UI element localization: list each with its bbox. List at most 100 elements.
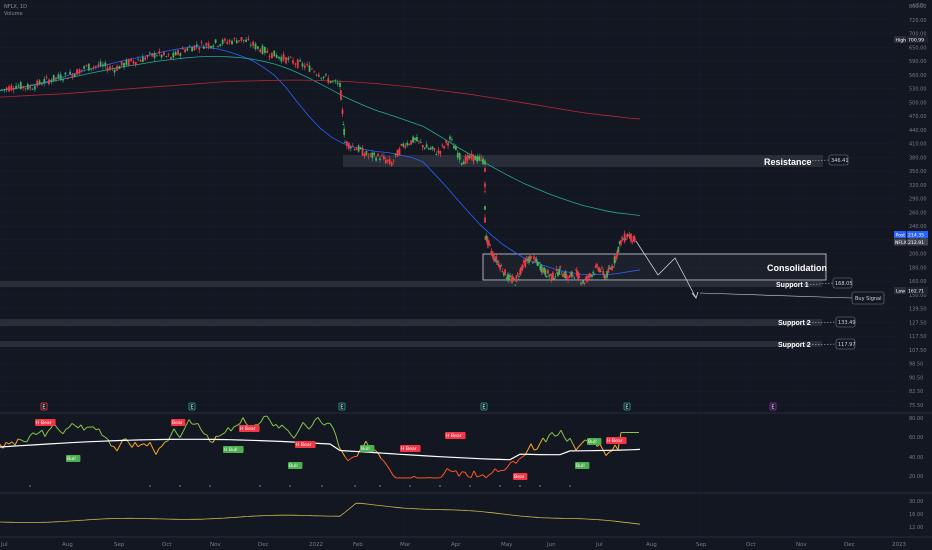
candle-body [202,46,205,49]
price-axis[interactable]: 800.00 720.00 700.00 650.00 590.00 560.00 530.… [909,4,927,409]
candle-body [443,146,446,149]
rsi-segment [29,432,34,437]
earnings-marker [480,402,488,411]
price-tick: 350.00 [909,169,927,175]
candle-body [285,57,287,64]
volume-header: Volume [4,11,23,17]
rsi-segment [2,442,7,449]
candle-body [3,89,6,90]
rsi-segment [341,451,346,457]
rsi-bull-label: Bull [588,439,597,445]
earnings-marker-label: E [771,405,774,411]
candle-body [177,50,179,55]
candle-body [613,256,616,264]
candle-body [412,136,414,143]
rsi-segment [104,436,109,440]
candle-body [367,155,370,157]
candle-body [8,86,10,92]
rsi-segment [470,470,475,478]
candle-body [402,143,405,147]
candle-body [371,152,374,159]
candle-body [329,80,332,83]
candle-body [347,142,350,149]
candle-body [64,72,67,75]
zones [0,155,827,347]
candle-body [217,45,219,47]
price-tick: 320.00 [909,183,927,189]
candle-body [429,148,432,150]
earnings-marker [769,402,777,411]
candle-body [381,155,383,157]
time-tick: Nov [210,542,221,548]
candle-body [398,148,401,155]
candle-body [43,79,46,84]
candle-body [271,52,273,59]
rsi-segment [170,428,175,436]
candle-body [52,74,55,81]
candle-body [589,274,592,276]
time-axis[interactable]: Jul Aug Sep Oct Nov Dec 2022 Feb Mar Apr May Jun Jul… [0,542,906,548]
rsi-segment [95,428,100,431]
candle-body [26,84,29,90]
rsi-dot [439,485,441,487]
price-tick: 90.50 [909,375,923,381]
rsi-pane: 80.00 60.00 40.00 20.00 H Bear Bull H Bull Bull… [0,415,923,487]
candle-body [441,144,444,146]
candle-body [550,274,553,280]
earnings-marker [40,402,48,411]
time-tick: Jul [595,542,603,548]
candle-body [259,49,262,53]
rsi-segment [74,425,79,429]
candle-body [375,157,378,161]
price-tick: 260.00 [909,210,927,216]
candle-body [205,43,208,46]
rsi-segment [515,458,520,464]
rsi-dot [409,485,411,487]
candle-body [622,239,625,241]
candle-body [625,239,627,240]
candle-body [332,80,334,82]
rsi-segment [59,430,64,435]
rsi-segment [548,432,553,436]
candle-body [631,240,634,243]
candle-body [238,40,240,42]
prev-tag-bg [907,238,928,246]
candle-body [120,61,123,66]
candle-body [80,69,83,71]
candle-body [224,38,226,41]
candle-body [184,49,186,53]
candle-body [416,137,418,142]
rsi-segment [608,450,613,453]
candle-body [198,48,201,50]
candle-body [141,56,144,62]
candle-body [454,146,457,151]
candle-body [608,267,611,269]
candle-body [200,41,203,43]
rsi-segment [410,475,415,479]
price-tick: 180.00 [909,265,927,271]
candle-body [470,153,473,159]
candle-body [560,273,563,275]
candle-body [582,280,585,284]
support2a-leader [805,321,837,324]
candle-body [287,57,290,60]
candle-body [195,44,198,47]
candle-body [492,254,495,260]
rsi-segment [182,425,187,432]
symbol-header: NFLX, 1D [4,4,27,10]
candle-body [83,66,86,69]
rsi-bull-label-bg [223,446,244,453]
candle-body [130,58,132,62]
candle-body [421,144,424,148]
candle-body [535,258,538,262]
candle-body [464,156,467,164]
rsi-bear-label-bg [445,432,466,439]
candle-body [540,265,543,273]
candle-body [569,273,572,275]
candle-body [614,255,617,261]
candle-body [353,148,356,151]
candle-body [134,61,137,65]
candle-body [501,271,504,272]
